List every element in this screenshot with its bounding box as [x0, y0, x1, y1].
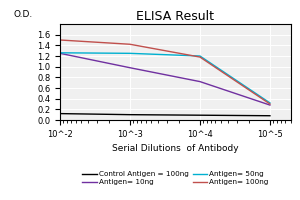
- Antigen= 10ng: [128, 67, 132, 69]
- Title: ELISA Result: ELISA Result: [136, 10, 214, 23]
- Antigen= 50ng: [58, 52, 62, 54]
- Line: Antigen= 10ng: Antigen= 10ng: [60, 53, 270, 105]
- X-axis label: Serial Dilutions  of Antibody: Serial Dilutions of Antibody: [112, 144, 239, 153]
- Line: Control Antigen = 100ng: Control Antigen = 100ng: [60, 114, 270, 116]
- Control Antigen = 100ng: [268, 115, 272, 117]
- Line: Antigen= 100ng: Antigen= 100ng: [60, 40, 270, 104]
- Control Antigen = 100ng: [128, 113, 132, 116]
- Text: O.D.: O.D.: [14, 10, 33, 19]
- Antigen= 50ng: [198, 55, 202, 57]
- Antigen= 100ng: [198, 56, 202, 58]
- Antigen= 50ng: [268, 102, 272, 104]
- Antigen= 10ng: [198, 80, 202, 83]
- Antigen= 100ng: [58, 39, 62, 41]
- Antigen= 100ng: [128, 43, 132, 45]
- Antigen= 50ng: [128, 52, 132, 55]
- Antigen= 100ng: [268, 103, 272, 105]
- Control Antigen = 100ng: [198, 114, 202, 116]
- Line: Antigen= 50ng: Antigen= 50ng: [60, 53, 270, 103]
- Control Antigen = 100ng: [58, 112, 62, 115]
- Legend: Control Antigen = 100ng, Antigen= 10ng, Antigen= 50ng, Antigen= 100ng: Control Antigen = 100ng, Antigen= 10ng, …: [81, 170, 270, 187]
- Antigen= 10ng: [268, 104, 272, 106]
- Antigen= 10ng: [58, 52, 62, 55]
